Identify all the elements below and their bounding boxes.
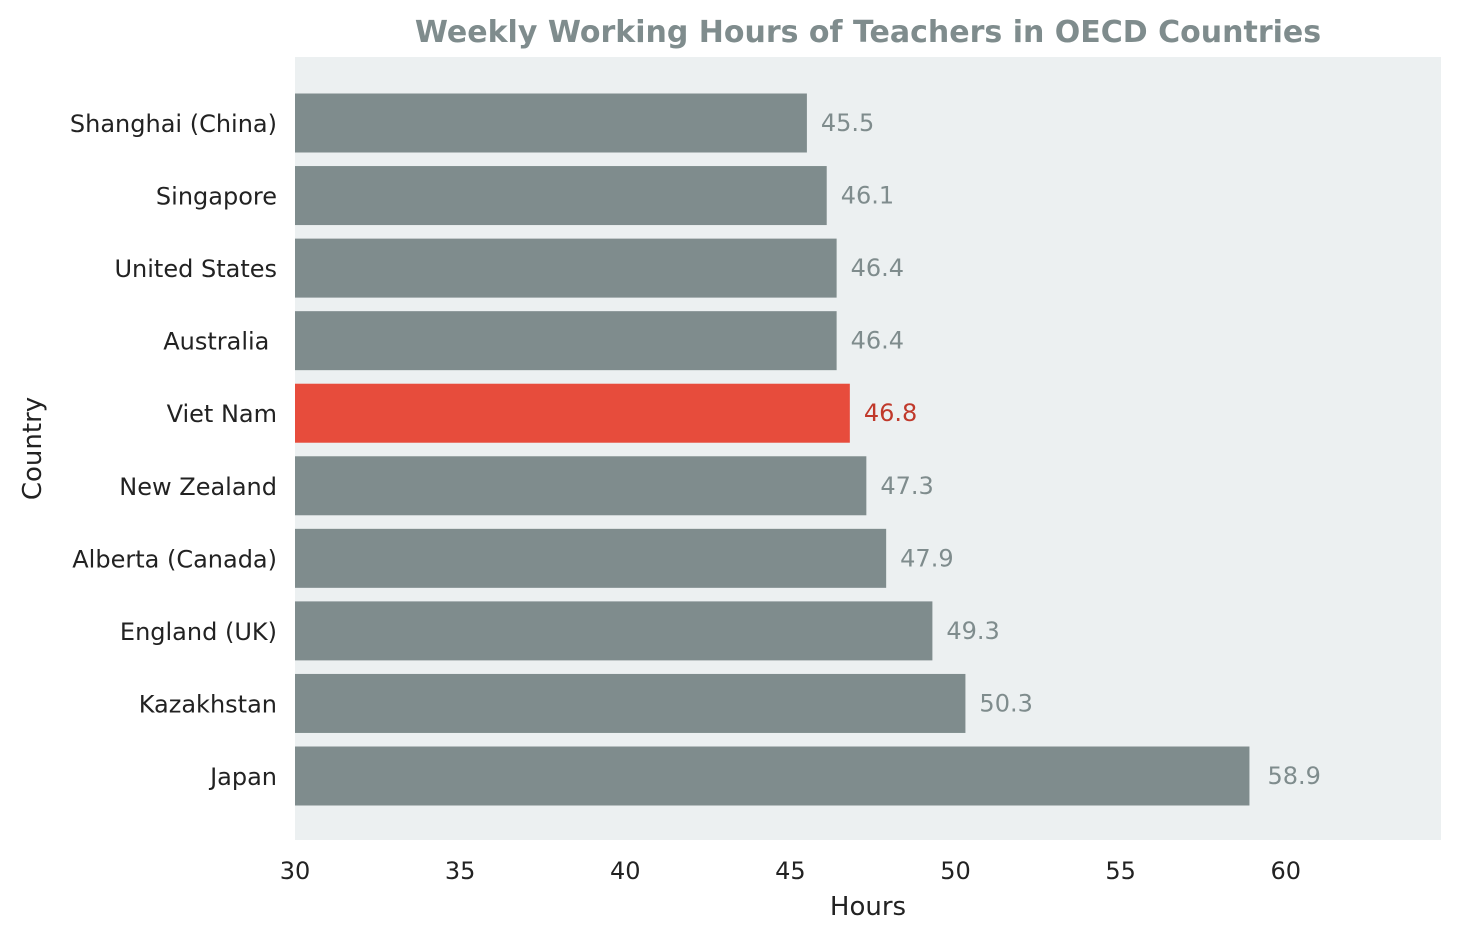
x-tick-labels: 30 35 40 45 50 55 60: [280, 857, 1301, 885]
y-axis-label: Country: [18, 397, 48, 500]
value-label-alberta-canada: 47.9: [900, 544, 953, 572]
value-label-united-states: 46.4: [851, 254, 904, 282]
value-label-australia: 46.4: [851, 327, 904, 355]
x-tick-label-55: 55: [1105, 857, 1136, 885]
bars-group: [295, 93, 1250, 806]
y-tick-label-alberta-canada: Alberta (Canada): [72, 545, 277, 573]
bar-australia: [295, 311, 837, 371]
y-tick-label-new-zealand: New Zealand: [119, 473, 277, 501]
value-label-singapore: 46.1: [841, 182, 894, 210]
x-tick-label-45: 45: [775, 857, 806, 885]
value-labels-group: 45.5 46.1 46.4 46.4 46.8 47.3 47.9 49.3 50.3 58.9: [821, 109, 1321, 790]
bar-kazakhstan: [295, 673, 966, 733]
chart-title: Weekly Working Hours of Teachers in OECD…: [415, 15, 1321, 50]
bar-singapore: [295, 166, 827, 226]
x-tick-label-50: 50: [940, 857, 971, 885]
y-tick-label-united-states: United States: [114, 255, 277, 283]
value-label-shanghai-china: 45.5: [821, 109, 874, 137]
bar-england-uk: [295, 601, 933, 661]
x-axis-label: Hours: [830, 892, 906, 922]
bar-japan: [295, 746, 1250, 806]
bar-alberta-canada: [295, 528, 887, 588]
bar-shanghai-china: [295, 93, 807, 153]
value-label-new-zealand: 47.3: [880, 472, 933, 500]
x-tick-label-30: 30: [280, 857, 311, 885]
bar-viet-nam: [295, 383, 850, 443]
value-label-kazakhstan: 50.3: [979, 689, 1032, 717]
y-tick-label-shanghai-china: Shanghai (China): [70, 110, 277, 138]
y-tick-label-australia: Australia: [163, 328, 277, 356]
bar-united-states: [295, 238, 837, 298]
y-tick-label-singapore: Singapore: [156, 183, 277, 211]
y-tick-label-england-uk: England (UK): [120, 618, 277, 646]
value-label-japan: 58.9: [1267, 762, 1320, 790]
y-tick-label-kazakhstan: Kazakhstan: [139, 690, 277, 718]
y-tick-labels: Shanghai (China) Singapore United States Au…: [70, 110, 277, 791]
y-tick-label-viet-nam: Viet Nam: [167, 400, 277, 428]
bar-new-zealand: [295, 456, 867, 516]
x-tick-label-40: 40: [610, 857, 641, 885]
x-tick-label-60: 60: [1271, 857, 1302, 885]
x-tick-label-35: 35: [445, 857, 476, 885]
y-tick-label-japan: Japan: [208, 763, 277, 791]
value-label-england-uk: 49.3: [946, 617, 999, 645]
value-label-viet-nam: 46.8: [864, 399, 917, 427]
